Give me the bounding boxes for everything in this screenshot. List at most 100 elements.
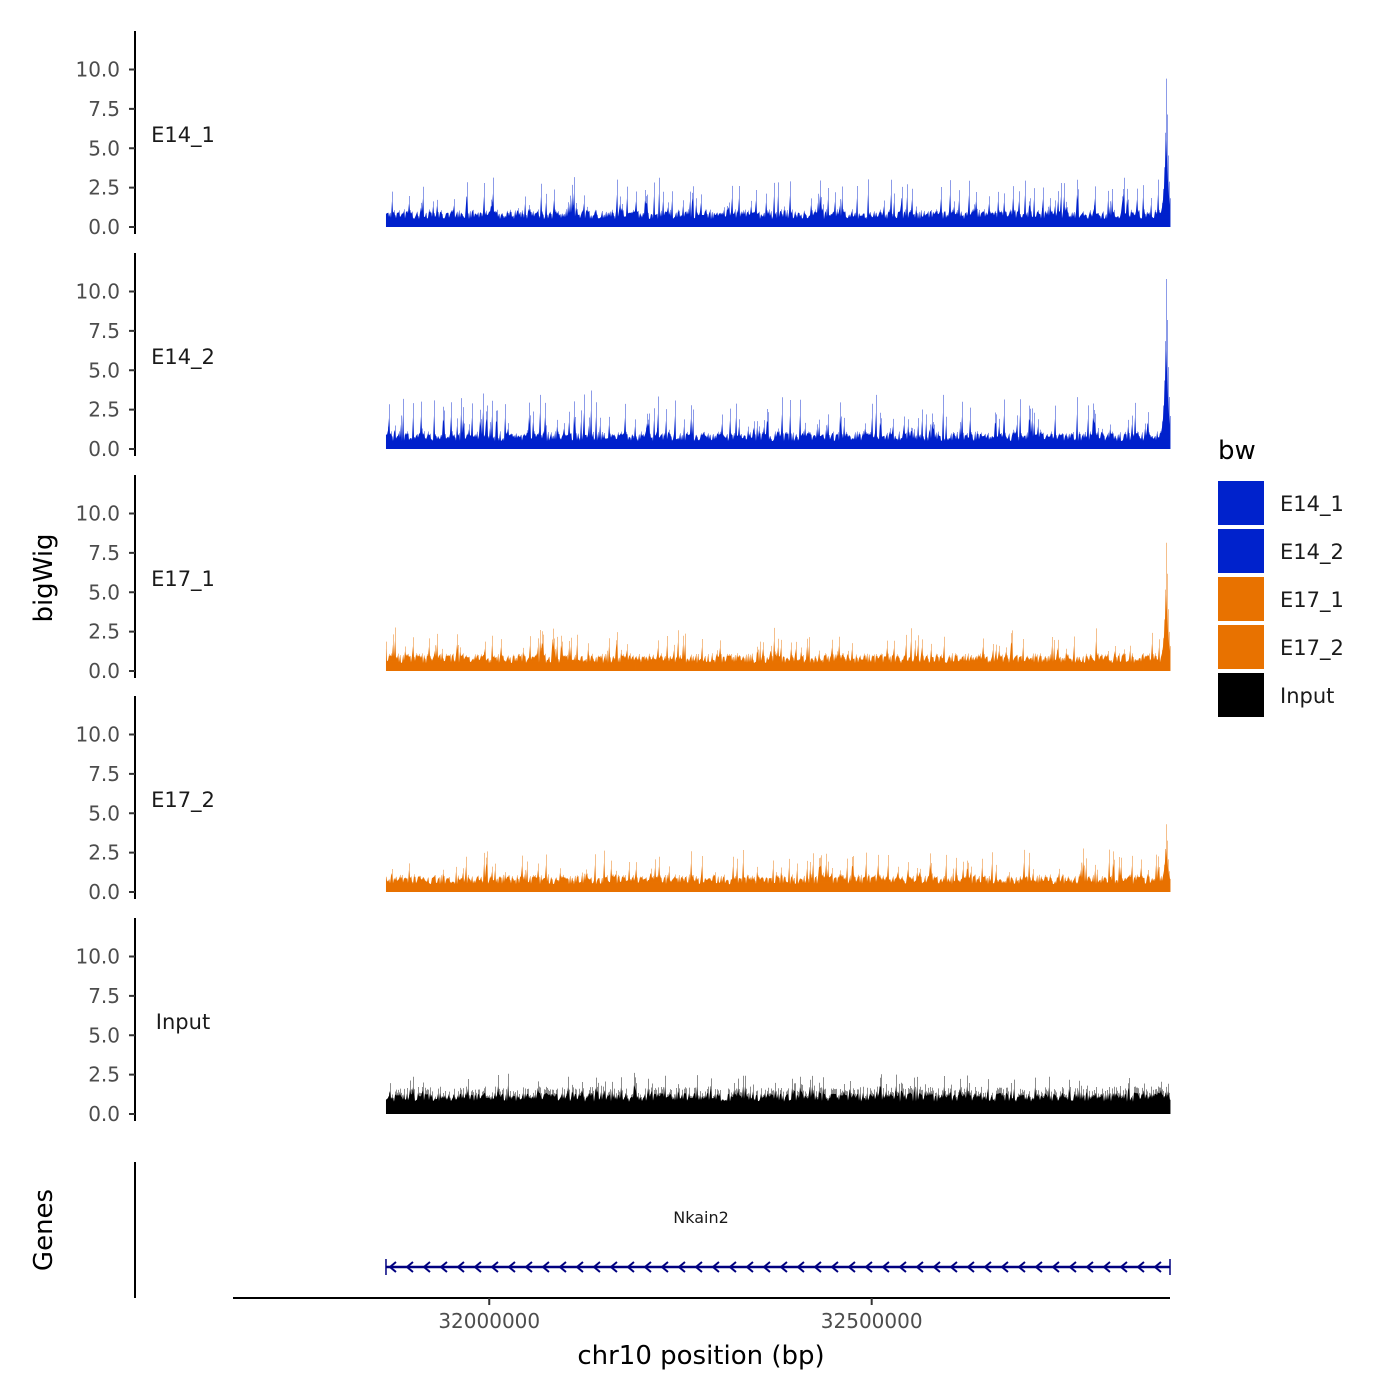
- track-input: 0.0 2.5 5.0 7.5 10.0 Input: [75, 918, 1171, 1126]
- signal-spikes: [386, 278, 1171, 449]
- y-tick-label: 5.0: [88, 358, 120, 382]
- strand-arrow: [439, 1261, 448, 1273]
- strand-arrow: [1051, 1261, 1060, 1273]
- track-label: E14_1: [151, 123, 215, 148]
- signal-spikes: [386, 78, 1171, 227]
- y-tick-label: 10.0: [75, 723, 120, 747]
- x-tick-label: 32000000: [438, 1309, 540, 1333]
- y-tick-label: 10.0: [75, 502, 120, 526]
- legend-label: E14_1: [1280, 492, 1344, 517]
- strand-arrow: [490, 1261, 499, 1273]
- legend-swatch: [1218, 673, 1264, 717]
- y-tick-label: 0.0: [88, 659, 120, 683]
- legend-label: E17_2: [1280, 636, 1344, 661]
- y-tick-label: 2.5: [88, 620, 120, 644]
- strand-arrow: [405, 1261, 414, 1273]
- y-tick-label: 0.0: [88, 1102, 120, 1126]
- strand-arrow: [609, 1261, 618, 1273]
- y-tick-label: 5.0: [88, 136, 120, 160]
- legend-swatch: [1218, 625, 1264, 669]
- strand-arrow: [1102, 1261, 1111, 1273]
- strand-arrow: [1000, 1261, 1009, 1273]
- track-e17_2: 0.0 2.5 5.0 7.5 10.0 E17_2: [75, 696, 1171, 904]
- track-label: Input: [156, 1010, 210, 1034]
- y-tick-label: 2.5: [88, 1063, 120, 1087]
- strand-arrow: [1085, 1261, 1094, 1273]
- gene-track: Genes Nkain2: [29, 1162, 1171, 1298]
- strand-arrow: [592, 1261, 601, 1273]
- y-tick-label: 0.0: [88, 880, 120, 904]
- signal-spikes: [386, 542, 1171, 671]
- track-label: E14_2: [151, 345, 215, 370]
- y-tick-label: 5.0: [88, 580, 120, 604]
- signal-area: [385, 1085, 1170, 1114]
- y-tick-label: 10.0: [75, 945, 120, 969]
- strand-arrow: [558, 1261, 567, 1273]
- strand-arrow: [1068, 1261, 1077, 1273]
- gene-body: [385, 1259, 1171, 1275]
- track-e17_1: 0.0 2.5 5.0 7.5 10.0 E17_1: [75, 475, 1171, 683]
- y-tick-label: 10.0: [75, 58, 120, 82]
- strand-arrow: [711, 1261, 720, 1273]
- legend-label: E17_1: [1280, 588, 1344, 613]
- strand-arrow: [983, 1261, 992, 1273]
- signal-spikes: [386, 1072, 1171, 1114]
- strand-arrow: [1119, 1261, 1128, 1273]
- legend-swatch: [1218, 577, 1264, 621]
- strand-arrow: [507, 1261, 516, 1273]
- strand-arrow: [898, 1261, 907, 1273]
- strand-arrow: [864, 1261, 873, 1273]
- strand-arrow: [1017, 1261, 1026, 1273]
- y-tick-label: 7.5: [88, 762, 120, 786]
- strand-arrow: [745, 1261, 754, 1273]
- gene-label: Nkain2: [673, 1208, 729, 1227]
- strand-arrow: [677, 1261, 686, 1273]
- y-tick-label: 0.0: [88, 215, 120, 239]
- x-axis-title: chr10 position (bp): [577, 1341, 824, 1371]
- legend-swatch: [1218, 481, 1264, 525]
- strand-arrow: [830, 1261, 839, 1273]
- strand-arrow: [660, 1261, 669, 1273]
- strand-arrow: [643, 1261, 652, 1273]
- legend-title: bw: [1218, 436, 1256, 466]
- y-tick-label: 10.0: [75, 280, 120, 304]
- track-e14_1: 0.0 2.5 5.0 7.5 10.0 E14_1: [75, 31, 1171, 239]
- strand-arrow: [456, 1261, 465, 1273]
- legend-label: Input: [1280, 684, 1334, 708]
- y-axis-title-bigwig: bigWig: [29, 533, 59, 622]
- strand-arrow: [524, 1261, 533, 1273]
- strand-arrow: [694, 1261, 703, 1273]
- y-tick-label: 5.0: [88, 801, 120, 825]
- signal-spikes: [386, 824, 1171, 892]
- strand-arrow: [626, 1261, 635, 1273]
- strand-arrow: [762, 1261, 771, 1273]
- track-label: E17_1: [151, 567, 215, 592]
- strand-arrow: [779, 1261, 788, 1273]
- y-tick-label: 7.5: [88, 984, 120, 1008]
- track-label: E17_2: [151, 788, 215, 813]
- strand-arrow: [847, 1261, 856, 1273]
- strand-arrow: [422, 1261, 431, 1273]
- strand-arrow: [728, 1261, 737, 1273]
- x-tick-label: 32500000: [821, 1309, 923, 1333]
- strand-arrow: [881, 1261, 890, 1273]
- strand-arrow: [796, 1261, 805, 1273]
- strand-arrow: [473, 1261, 482, 1273]
- strand-arrow: [915, 1261, 924, 1273]
- legend-swatch: [1218, 529, 1264, 573]
- strand-arrow: [1136, 1261, 1145, 1273]
- y-tick-label: 5.0: [88, 1023, 120, 1047]
- strand-arrow: [541, 1261, 550, 1273]
- y-tick-label: 0.0: [88, 437, 120, 461]
- y-axis-title-genes: Genes: [29, 1189, 59, 1271]
- strand-arrow: [1153, 1261, 1162, 1273]
- signal-area: [385, 848, 1170, 892]
- y-tick-label: 2.5: [88, 176, 120, 200]
- strand-arrow: [966, 1261, 975, 1273]
- strand-arrow: [949, 1261, 958, 1273]
- y-tick-label: 7.5: [88, 97, 120, 121]
- y-tick-label: 7.5: [88, 541, 120, 565]
- bigwig-tracks: 0.0 2.5 5.0 7.5 10.0 E14_1 0.0 2.5 5.0 7.5 10.0 E14…: [75, 31, 1171, 1126]
- strand-arrow: [813, 1261, 822, 1273]
